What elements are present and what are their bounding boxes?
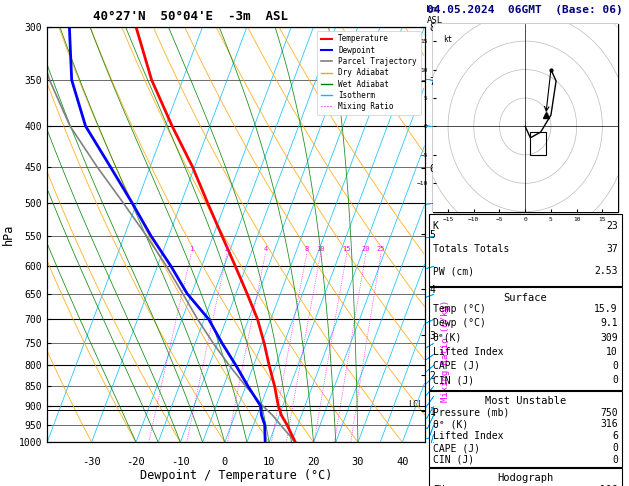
Text: Totals Totals: Totals Totals xyxy=(433,244,509,254)
Text: 40°27'N  50°04'E  -3m  ASL: 40°27'N 50°04'E -3m ASL xyxy=(93,10,288,22)
Text: EH: EH xyxy=(433,485,444,486)
Text: km
ASL: km ASL xyxy=(426,5,443,25)
Text: Lifted Index: Lifted Index xyxy=(433,431,503,441)
Text: 0: 0 xyxy=(612,455,618,465)
Text: hPa: hPa xyxy=(2,224,15,245)
Text: 20: 20 xyxy=(362,246,370,252)
Text: 6: 6 xyxy=(612,431,618,441)
Text: CAPE (J): CAPE (J) xyxy=(433,361,480,371)
Text: θᵉ (K): θᵉ (K) xyxy=(433,419,468,430)
Text: CIN (J): CIN (J) xyxy=(433,375,474,385)
Text: 40: 40 xyxy=(396,457,409,467)
Text: kt: kt xyxy=(443,35,452,44)
Text: Dewp (°C): Dewp (°C) xyxy=(433,318,486,329)
Bar xyxy=(428,287,622,390)
Text: -10: -10 xyxy=(171,457,190,467)
Text: 316: 316 xyxy=(600,419,618,430)
Text: -106: -106 xyxy=(594,485,618,486)
Text: 25: 25 xyxy=(377,246,385,252)
Text: Lifted Index: Lifted Index xyxy=(433,347,503,357)
Text: θᵉ(K): θᵉ(K) xyxy=(433,332,462,343)
Text: 0: 0 xyxy=(221,457,228,467)
Legend: Temperature, Dewpoint, Parcel Trajectory, Dry Adiabat, Wet Adiabat, Isotherm, Mi: Temperature, Dewpoint, Parcel Trajectory… xyxy=(317,31,421,115)
Text: Pressure (mb): Pressure (mb) xyxy=(433,408,509,417)
Bar xyxy=(433,24,618,212)
Text: 10: 10 xyxy=(316,246,325,252)
Text: Mixing Ratio (g/kg): Mixing Ratio (g/kg) xyxy=(441,300,450,402)
Text: Hodograph: Hodograph xyxy=(497,473,554,484)
Text: CIN (J): CIN (J) xyxy=(433,455,474,465)
Bar xyxy=(428,468,622,486)
Text: 9.1: 9.1 xyxy=(600,318,618,329)
Text: 4: 4 xyxy=(263,246,267,252)
Bar xyxy=(428,391,622,467)
Text: 20: 20 xyxy=(308,457,320,467)
Text: 30: 30 xyxy=(352,457,364,467)
Text: 10: 10 xyxy=(263,457,276,467)
Text: 37: 37 xyxy=(606,244,618,254)
Text: K: K xyxy=(433,221,438,231)
Text: PW (cm): PW (cm) xyxy=(433,266,474,277)
Text: Surface: Surface xyxy=(503,293,547,303)
Text: -30: -30 xyxy=(82,457,101,467)
Text: LCL: LCL xyxy=(408,400,423,409)
Text: 15: 15 xyxy=(342,246,351,252)
Bar xyxy=(428,214,622,286)
Text: 23: 23 xyxy=(606,221,618,231)
Text: 04.05.2024  06GMT  (Base: 06): 04.05.2024 06GMT (Base: 06) xyxy=(427,5,623,15)
Text: -20: -20 xyxy=(126,457,145,467)
Text: Most Unstable: Most Unstable xyxy=(484,397,566,406)
Text: 2.53: 2.53 xyxy=(594,266,618,277)
Text: 2: 2 xyxy=(225,246,229,252)
Text: CAPE (J): CAPE (J) xyxy=(433,443,480,453)
Text: 0: 0 xyxy=(612,361,618,371)
Text: 309: 309 xyxy=(600,332,618,343)
Text: 0: 0 xyxy=(612,443,618,453)
Text: Dewpoint / Temperature (°C): Dewpoint / Temperature (°C) xyxy=(140,469,332,482)
Bar xyxy=(530,132,546,155)
Text: 0: 0 xyxy=(612,375,618,385)
Text: Temp (°C): Temp (°C) xyxy=(433,304,486,314)
Text: 8: 8 xyxy=(304,246,309,252)
Text: 15.9: 15.9 xyxy=(594,304,618,314)
Text: 750: 750 xyxy=(600,408,618,417)
Text: 1: 1 xyxy=(189,246,193,252)
Text: 10: 10 xyxy=(606,347,618,357)
